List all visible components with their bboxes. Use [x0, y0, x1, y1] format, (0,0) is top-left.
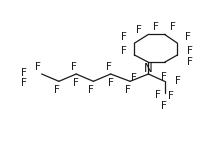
Text: F: F [161, 72, 166, 82]
Text: F: F [105, 62, 112, 72]
Text: F: F [170, 22, 176, 32]
Text: F: F [161, 101, 166, 111]
Text: F: F [136, 25, 142, 35]
Text: F: F [132, 73, 137, 83]
Text: F: F [36, 62, 41, 72]
Text: F: F [21, 78, 27, 88]
Text: F: F [108, 78, 113, 88]
Text: F: F [187, 46, 193, 56]
Text: F: F [121, 46, 127, 56]
Text: F: F [185, 32, 191, 42]
Text: F: F [153, 22, 159, 32]
Text: F: F [73, 78, 79, 88]
Text: F: F [155, 90, 161, 99]
Text: F: F [54, 85, 60, 95]
Text: F: F [168, 91, 174, 101]
Text: F: F [125, 85, 131, 95]
Text: F: F [187, 57, 193, 67]
Text: F: F [121, 32, 127, 42]
Text: F: F [88, 85, 94, 95]
Text: F: F [174, 76, 180, 86]
Text: F: F [71, 62, 77, 72]
Text: N: N [144, 62, 153, 75]
Text: F: F [21, 67, 27, 78]
